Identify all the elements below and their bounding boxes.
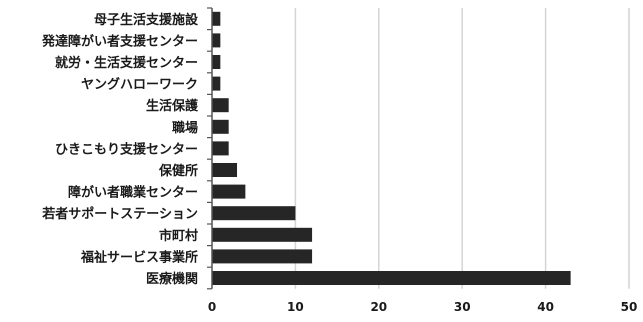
tick-labels: 0 10 20 30 40 50: [208, 300, 638, 314]
x-tick-label: 40: [537, 300, 554, 314]
bar: [212, 271, 571, 285]
category-label: 医療機関: [146, 271, 198, 287]
category-label: 若者サポートステーション: [41, 206, 198, 222]
x-tick-label: 10: [287, 300, 304, 314]
category-label: 障がい者職業センター: [68, 185, 198, 201]
bar: [212, 11, 221, 26]
category-label: 市町村: [159, 228, 198, 244]
category-label: ヤングハローワーク: [81, 77, 198, 93]
category-label: 福祉サービス事業所: [80, 249, 198, 265]
x-tick-label: 30: [454, 300, 471, 314]
x-tick-label: 20: [370, 300, 387, 314]
x-tick-label: 0: [208, 300, 216, 314]
bars: [212, 11, 571, 285]
category-labels: 母子生活支援施設発達障がい者支援センター就労・生活支援センターヤングハローワーク…: [41, 12, 199, 287]
bar: [212, 33, 221, 48]
bar: [212, 249, 313, 264]
category-label: ひきこもり支援センター: [55, 141, 198, 157]
bar: [212, 119, 229, 134]
bar: [212, 141, 229, 156]
bar: [212, 55, 221, 69]
category-label: 就労・生活支援センター: [55, 55, 198, 71]
x-tick-label: 50: [621, 300, 638, 314]
category-label: 発達障がい者支援センター: [41, 33, 198, 49]
bar: [212, 98, 229, 113]
category-label: 母子生活支援施設: [94, 12, 199, 28]
category-label: 保健所: [158, 163, 198, 179]
category-label: 生活保護: [146, 98, 199, 114]
category-label: 職場: [172, 120, 198, 136]
bar: [212, 163, 238, 177]
gridlines: [294, 8, 630, 289]
bar: [212, 184, 246, 199]
bar: [212, 76, 221, 91]
bar: [212, 206, 296, 221]
bar: [212, 227, 313, 242]
axis: [207, 7, 213, 290]
